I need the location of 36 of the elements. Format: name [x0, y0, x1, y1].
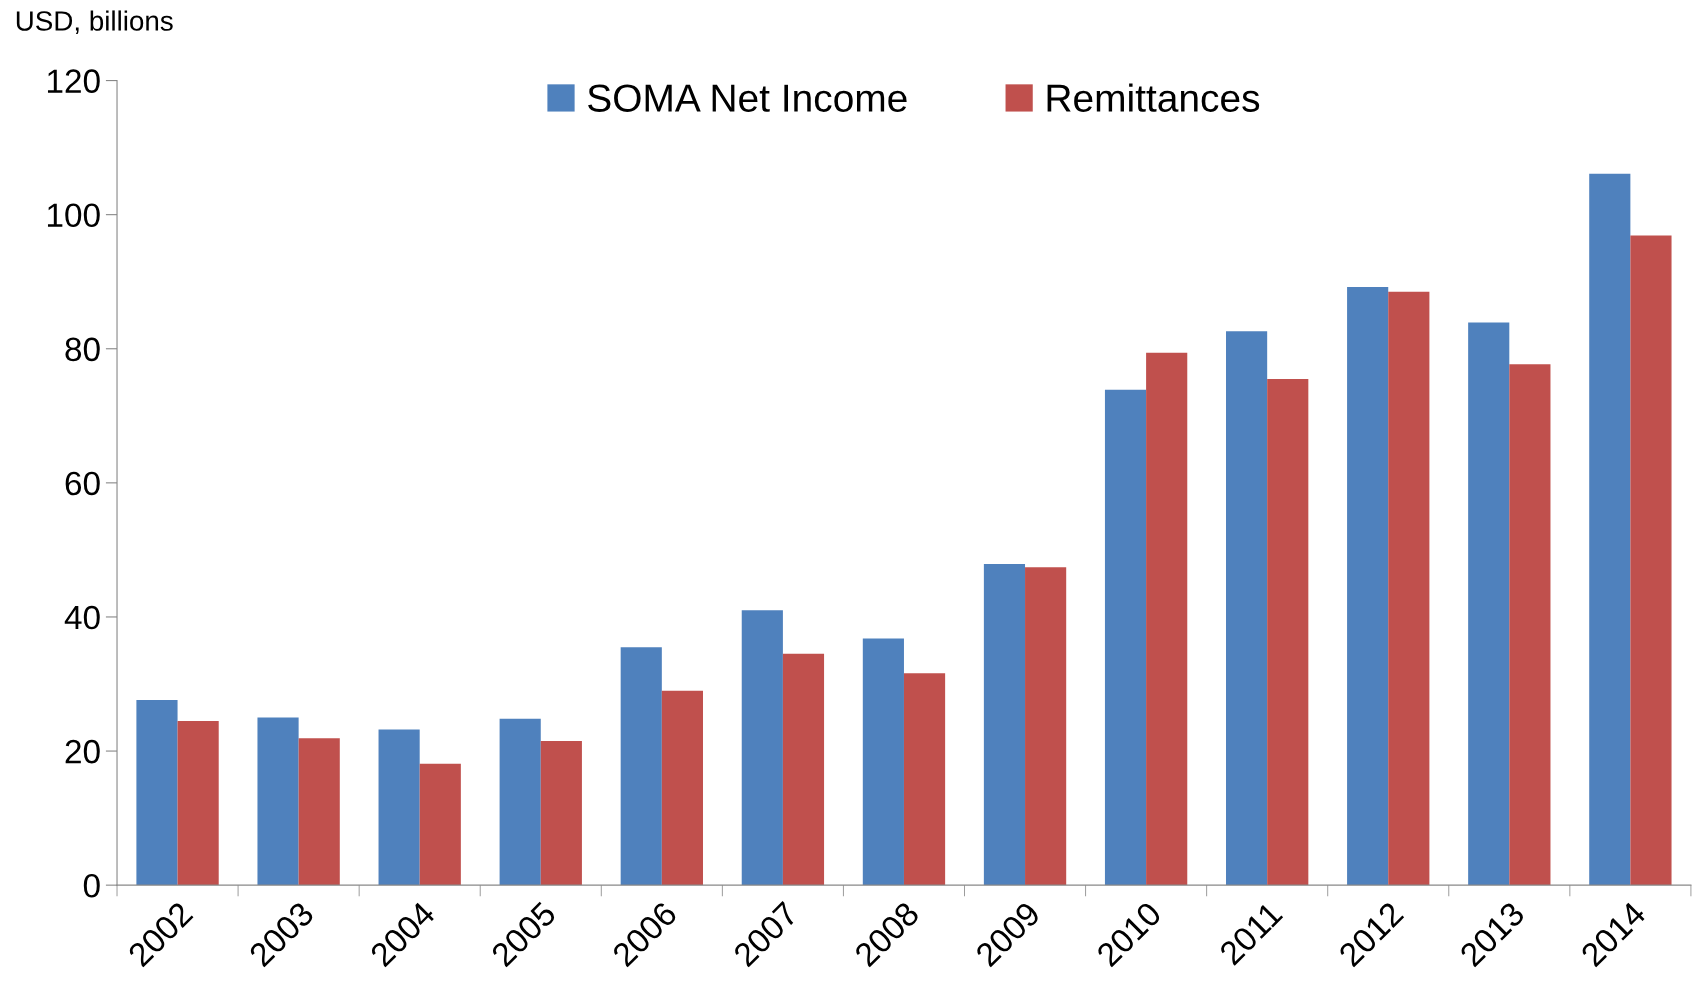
- y-tick-label: 20: [65, 739, 100, 764]
- bar: [1347, 287, 1389, 886]
- bar: [1630, 235, 1672, 886]
- y-tick-label: 100: [47, 203, 100, 228]
- bar: [1226, 331, 1268, 886]
- bar: [1468, 322, 1510, 886]
- bar: [1267, 378, 1309, 886]
- bar: [499, 718, 541, 886]
- bar: [1589, 173, 1631, 886]
- y-axis-title: USD, billions: [16, 10, 173, 35]
- bar: [983, 563, 1026, 886]
- y-tick-label: 60: [65, 471, 100, 496]
- bar: [1388, 291, 1430, 886]
- bar: [1025, 567, 1067, 886]
- bar: [419, 763, 461, 886]
- y-tick-label: 0: [83, 873, 100, 898]
- bar: [136, 700, 178, 886]
- bar: [620, 647, 662, 886]
- bar: [1146, 352, 1188, 886]
- bar: [177, 720, 219, 886]
- y-tick-label: 120: [47, 69, 100, 93]
- bar: [1104, 389, 1147, 886]
- bar: [1509, 364, 1551, 886]
- bar: [378, 729, 420, 886]
- bar: [661, 690, 703, 886]
- y-tick-label: 80: [65, 337, 100, 362]
- legend-label: SOMA Net Income: [588, 84, 907, 112]
- bar: [540, 741, 582, 886]
- bar: [903, 673, 946, 886]
- bar: [782, 653, 825, 886]
- bar: [298, 738, 340, 886]
- legend-label: Remittances: [1047, 83, 1260, 112]
- bar: [257, 717, 299, 886]
- bar: [741, 610, 783, 886]
- y-tick-label: 40: [64, 605, 100, 630]
- bar: [862, 638, 904, 886]
